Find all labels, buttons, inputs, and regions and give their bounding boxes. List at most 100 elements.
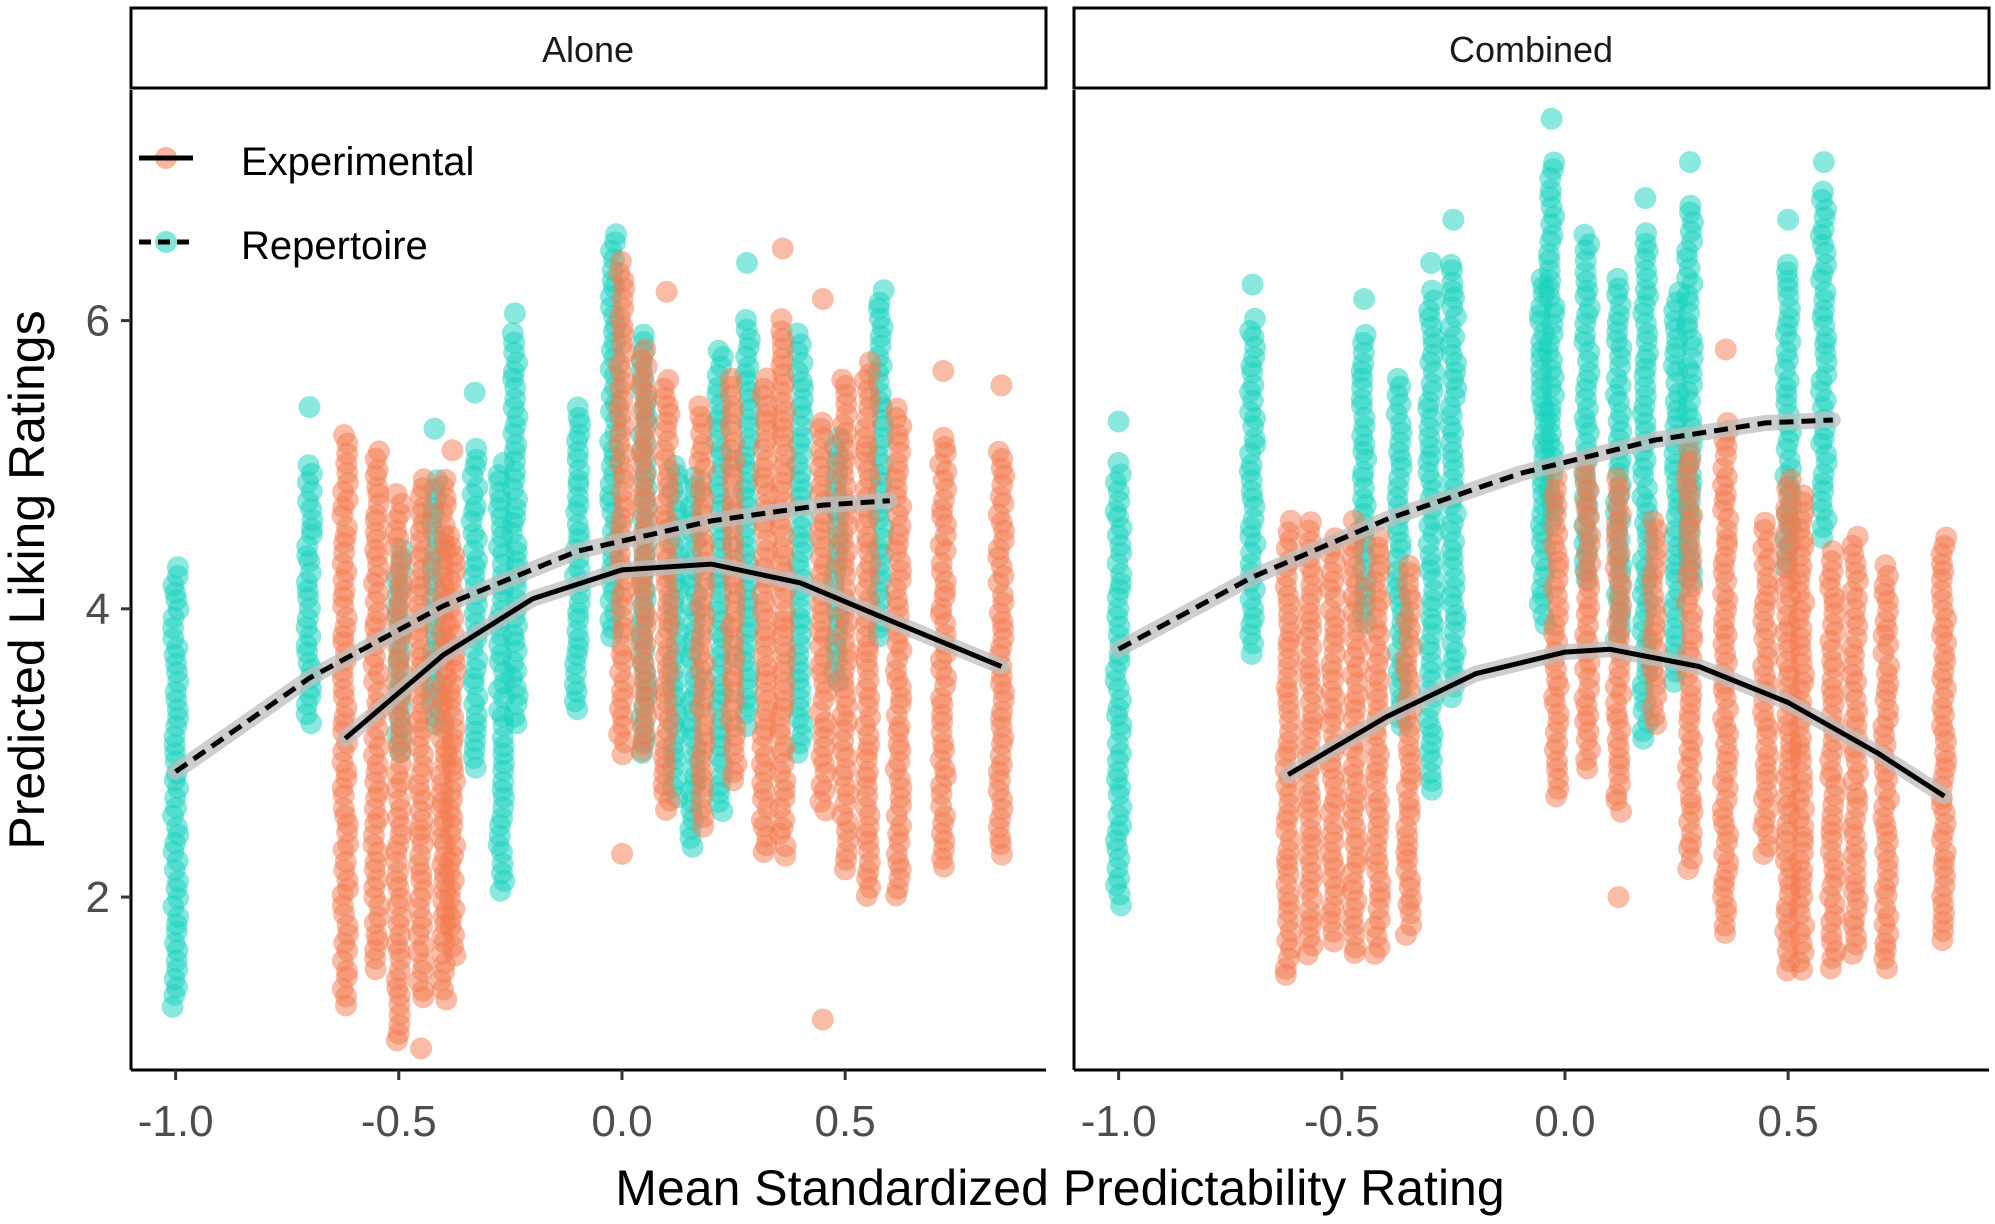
facet-strip-alone: Alone bbox=[129, 6, 1048, 90]
data-point-experimental bbox=[811, 1008, 834, 1031]
data-point-experimental bbox=[1792, 484, 1815, 507]
data-point-experimental bbox=[1935, 526, 1958, 549]
facet-label-alone: Alone bbox=[542, 29, 634, 70]
data-point-repertoire bbox=[1573, 223, 1596, 246]
data-point-experimental bbox=[771, 237, 794, 260]
data-point-experimental bbox=[859, 351, 881, 374]
data-point-experimental bbox=[1846, 525, 1869, 548]
data-point-experimental bbox=[611, 842, 633, 865]
data-point-repertoire bbox=[1386, 367, 1409, 390]
data-point-experimental bbox=[441, 439, 464, 462]
data-point-experimental bbox=[655, 280, 678, 303]
data-point-experimental bbox=[1714, 338, 1737, 361]
data-point-repertoire bbox=[297, 454, 320, 477]
data-point-repertoire bbox=[1440, 253, 1462, 276]
fit-line-experimental bbox=[343, 561, 1003, 741]
data-point-repertoire bbox=[736, 251, 758, 274]
data-point-experimental bbox=[688, 395, 711, 418]
data-point-repertoire bbox=[707, 339, 730, 362]
data-point-repertoire bbox=[1241, 273, 1264, 296]
x-tick-label: 0.5 bbox=[1758, 1097, 1819, 1146]
facet-strip-combined-box bbox=[1072, 6, 1991, 90]
data-point-experimental bbox=[1642, 510, 1665, 533]
fits-combined bbox=[1110, 412, 1953, 805]
fit-line-experimental bbox=[1286, 646, 1946, 799]
y-tick-label: 2 bbox=[86, 873, 110, 922]
data-point-experimental bbox=[1874, 554, 1897, 577]
data-point-repertoire bbox=[1776, 253, 1799, 276]
y-axis-title: Predicted Liking Ratings bbox=[0, 310, 55, 849]
legend-item-experimental: Experimental bbox=[139, 140, 474, 184]
data-point-repertoire bbox=[605, 223, 627, 246]
data-point-repertoire bbox=[503, 302, 526, 325]
data-point-repertoire bbox=[872, 279, 895, 302]
data-point-experimental bbox=[434, 468, 457, 491]
facet-strip-combined: Combined bbox=[1072, 6, 1991, 90]
data-point-experimental bbox=[438, 525, 461, 548]
data-point-experimental bbox=[368, 440, 390, 463]
x-axis-title: Mean Standardized Predictability Rating bbox=[615, 1160, 1504, 1216]
data-point-repertoire bbox=[1635, 222, 1658, 245]
data-point-repertoire bbox=[1442, 208, 1465, 231]
data-point-experimental bbox=[811, 288, 834, 310]
legend-label-repertoire: Repertoire bbox=[241, 224, 428, 268]
data-point-repertoire bbox=[1543, 151, 1566, 174]
data-point-repertoire bbox=[1420, 251, 1443, 274]
data-point-repertoire bbox=[1812, 180, 1834, 203]
data-point-experimental bbox=[932, 360, 955, 382]
panel-combined bbox=[1104, 107, 1958, 986]
data-point-experimental bbox=[1753, 511, 1776, 534]
data-point-repertoire bbox=[1421, 279, 1443, 302]
data-point-experimental bbox=[385, 483, 408, 506]
data-point-repertoire bbox=[423, 417, 446, 440]
data-point-experimental bbox=[811, 411, 834, 434]
legend: Experimental Repertoire bbox=[139, 140, 474, 268]
data-point-experimental bbox=[1279, 509, 1302, 532]
data-point-repertoire bbox=[1107, 410, 1130, 433]
fit-line-repertoire bbox=[174, 498, 890, 774]
data-point-experimental bbox=[1606, 467, 1629, 490]
legend-item-repertoire: Repertoire bbox=[139, 224, 428, 268]
x-tick-label: 0.5 bbox=[815, 1097, 876, 1146]
data-point-repertoire bbox=[463, 381, 486, 404]
data-point-repertoire bbox=[465, 437, 488, 460]
data-point-experimental bbox=[1821, 540, 1844, 563]
x-tick-label: 0.0 bbox=[591, 1097, 652, 1146]
data-point-experimental bbox=[755, 367, 778, 390]
data-point-repertoire bbox=[1354, 323, 1377, 346]
x-tick-label: 0.0 bbox=[1534, 1097, 1595, 1146]
data-point-experimental bbox=[1779, 468, 1802, 491]
fits-alone bbox=[167, 492, 1010, 780]
data-point-repertoire bbox=[1353, 288, 1376, 310]
axes bbox=[129, 90, 1989, 1072]
data-point-repertoire bbox=[298, 396, 321, 419]
data-point-experimental bbox=[333, 424, 355, 447]
data-point-experimental bbox=[720, 367, 743, 390]
data-point-experimental bbox=[831, 368, 854, 391]
data-point-repertoire bbox=[735, 308, 757, 331]
data-point-repertoire bbox=[1243, 307, 1266, 330]
facet-label-combined: Combined bbox=[1449, 29, 1613, 70]
facet-strip-alone-box bbox=[129, 6, 1048, 90]
data-point-experimental bbox=[634, 338, 657, 361]
data-point-experimental bbox=[990, 374, 1013, 397]
data-point-experimental bbox=[987, 440, 1010, 463]
data-point-experimental bbox=[410, 1037, 433, 1060]
data-point-repertoire bbox=[1777, 208, 1800, 231]
data-point-experimental bbox=[1299, 511, 1322, 534]
data-point-repertoire bbox=[1107, 451, 1130, 474]
data-point-experimental bbox=[609, 250, 632, 273]
data-point-repertoire bbox=[1606, 267, 1629, 290]
y-tick-label: 4 bbox=[86, 585, 110, 634]
data-point-repertoire bbox=[1679, 151, 1701, 174]
ticks: 2 4 6 -1.0 -0.5 0.0 0.5 -1.0 -0.5 0.0 0.5 bbox=[86, 297, 1819, 1146]
data-point-experimental bbox=[1607, 886, 1630, 909]
x-tick-label: -1.0 bbox=[138, 1097, 214, 1146]
data-point-experimental bbox=[885, 397, 908, 420]
data-point-repertoire bbox=[1634, 187, 1657, 210]
data-point-repertoire bbox=[1679, 194, 1702, 217]
x-tick-label: -0.5 bbox=[361, 1097, 437, 1146]
legend-label-experimental: Experimental bbox=[241, 140, 474, 184]
data-point-repertoire bbox=[166, 556, 189, 579]
data-point-experimental bbox=[770, 308, 793, 331]
